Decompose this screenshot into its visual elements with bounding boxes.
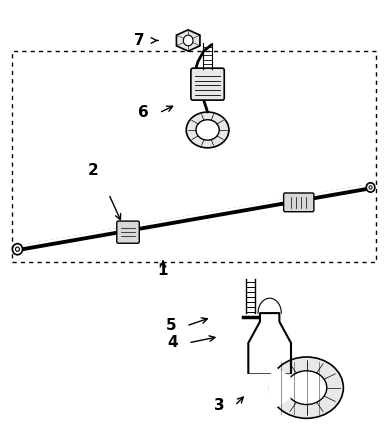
Circle shape — [12, 244, 23, 255]
Circle shape — [16, 247, 19, 251]
Text: 4: 4 — [167, 335, 178, 351]
FancyBboxPatch shape — [284, 193, 314, 212]
Wedge shape — [269, 367, 290, 408]
Ellipse shape — [196, 120, 219, 140]
Text: 5: 5 — [165, 318, 176, 334]
Ellipse shape — [186, 112, 229, 148]
Text: 3: 3 — [214, 398, 225, 413]
Text: 7: 7 — [134, 33, 145, 48]
Bar — [12, 51, 376, 262]
Text: 6: 6 — [138, 105, 149, 121]
Ellipse shape — [270, 357, 343, 418]
Polygon shape — [177, 30, 200, 51]
Ellipse shape — [286, 371, 327, 405]
FancyBboxPatch shape — [117, 221, 139, 243]
Circle shape — [184, 35, 193, 46]
FancyBboxPatch shape — [191, 68, 224, 100]
Circle shape — [369, 186, 372, 189]
Text: 1: 1 — [158, 263, 168, 278]
Circle shape — [366, 183, 375, 192]
Text: 2: 2 — [88, 163, 99, 178]
